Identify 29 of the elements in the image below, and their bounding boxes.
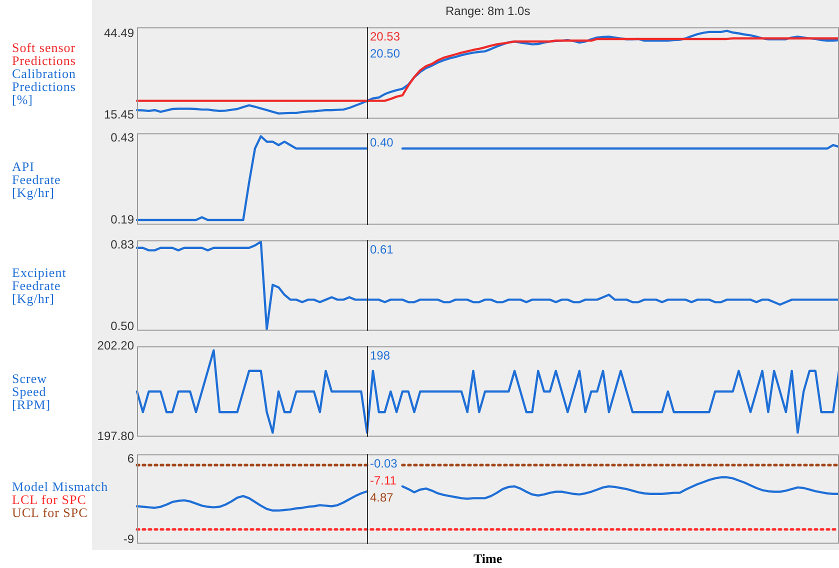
text: Calibration Predictions <box>12 66 77 94</box>
chart-title: Range: 8m 1.0s <box>446 4 530 18</box>
text: Soft sensor Predictions <box>12 40 77 68</box>
y-tick-label: 197.80 <box>97 429 134 444</box>
annotation: 20.50 <box>370 46 400 61</box>
annotation: 0.61 <box>370 242 394 257</box>
y-tick-label: -9 <box>123 532 134 546</box>
text: LCL for SPC <box>12 492 88 506</box>
y-tick-label: 0.83 <box>110 238 134 252</box>
annotation: 198 <box>370 348 390 363</box>
annotation: 0.40 <box>370 136 394 150</box>
y-tick-label: 0.50 <box>110 319 134 334</box>
y-axis-title: Screw Speed [RPM] <box>12 371 52 412</box>
annotation: -0.03 <box>370 456 398 471</box>
text: UCL for SPC <box>12 504 89 520</box>
y-tick-label: 0.19 <box>110 212 134 226</box>
y-tick-label: 202.20 <box>97 338 134 353</box>
y-tick-label: 15.45 <box>104 107 134 122</box>
y-tick-label: 44.49 <box>104 26 134 40</box>
y-axis-title: Excipient Feedrate [Kg/hr] <box>12 265 68 306</box>
x-axis-title: Time <box>474 551 502 567</box>
annotation: 20.53 <box>370 30 400 44</box>
text: Model Mismatch <box>12 478 110 494</box>
y-axis-title: API Feedrate [Kg/hr] <box>12 158 62 200</box>
annotation: -7.11 <box>370 474 397 488</box>
y-tick-label: 6 <box>127 451 134 466</box>
y-axis-title: [%] <box>12 92 34 106</box>
annotation: 4.87 <box>370 490 394 505</box>
y-tick-label: 0.43 <box>110 130 134 145</box>
